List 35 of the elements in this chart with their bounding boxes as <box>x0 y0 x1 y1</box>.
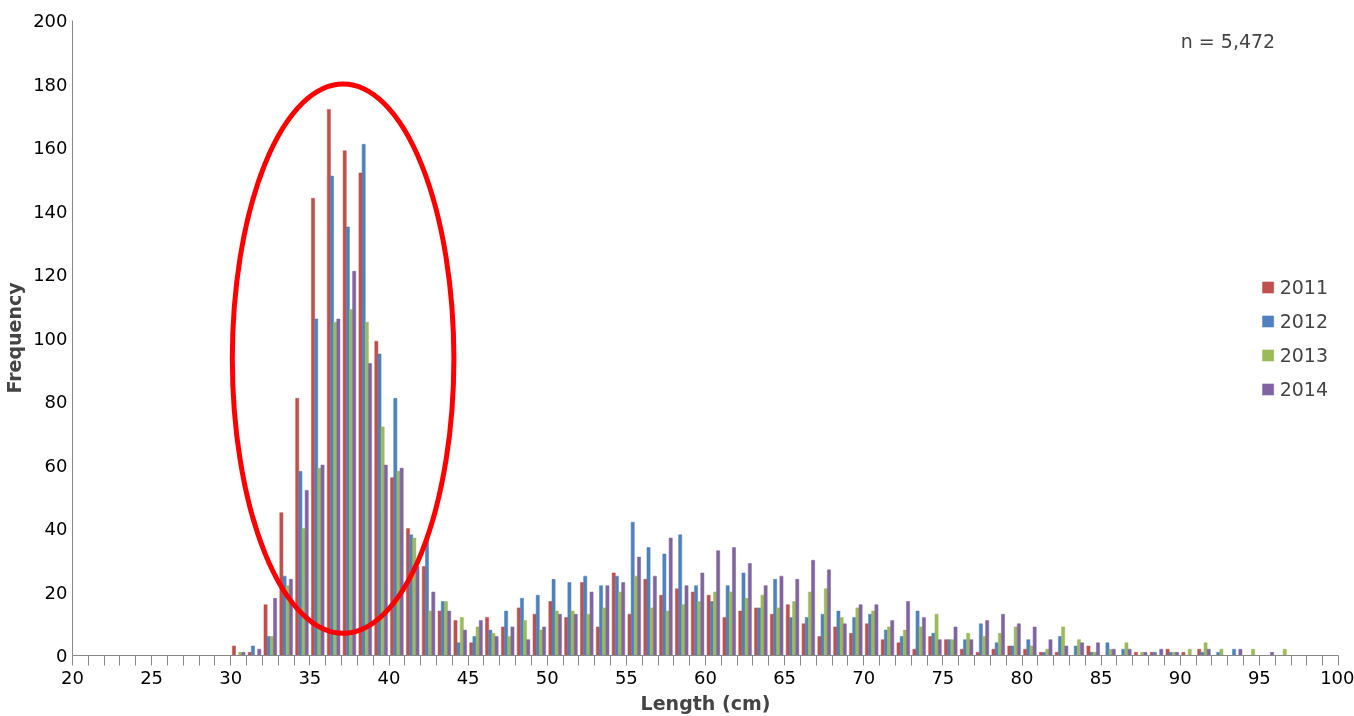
legend-label: 2014 <box>1279 377 1328 400</box>
x-tick-label: 95 <box>1247 666 1271 688</box>
y-tick-label: 40 <box>44 518 68 539</box>
x-tick-label: 50 <box>535 666 559 688</box>
y-tick-label: 140 <box>33 200 68 222</box>
x-tick-label: 85 <box>1089 666 1113 688</box>
x-tick-label: 35 <box>298 666 322 688</box>
annotation: n = 5,472 <box>1180 30 1276 53</box>
x-tick-label: 70 <box>852 666 876 688</box>
legend-label: 2012 <box>1279 309 1328 332</box>
y-tick-label: 80 <box>44 391 68 412</box>
x-tick-label: 20 <box>61 666 84 688</box>
y-tick-label: 60 <box>44 454 68 476</box>
x-tick-label: 100 <box>1320 666 1354 688</box>
y-tick-label: 180 <box>33 73 68 95</box>
legend-label: 2013 <box>1279 343 1328 366</box>
x-axis-title: Length (cm) <box>640 691 771 714</box>
x-tick-label: 55 <box>614 666 638 688</box>
x-tick-label: 40 <box>377 666 401 688</box>
y-tick-label: 200 <box>33 10 68 31</box>
x-tick-label: 65 <box>773 666 797 688</box>
x-tick-label: 45 <box>456 666 480 688</box>
y-tick-label: 20 <box>44 581 68 603</box>
x-tick-label: 25 <box>140 666 164 688</box>
x-tick-label: 60 <box>694 666 717 688</box>
y-axis-title: Frequency <box>3 281 26 394</box>
x-tick-label: 90 <box>1168 666 1192 688</box>
y-tick-label: 100 <box>33 327 68 349</box>
x-tick-label: 75 <box>931 666 955 688</box>
x-tick-label: 30 <box>219 666 243 688</box>
y-tick-label: 160 <box>33 137 68 158</box>
x-tick-label: 80 <box>1010 666 1034 688</box>
y-tick-label: 0 <box>56 645 68 666</box>
y-tick-label: 120 <box>33 264 68 285</box>
legend-label: 2011 <box>1279 275 1328 298</box>
